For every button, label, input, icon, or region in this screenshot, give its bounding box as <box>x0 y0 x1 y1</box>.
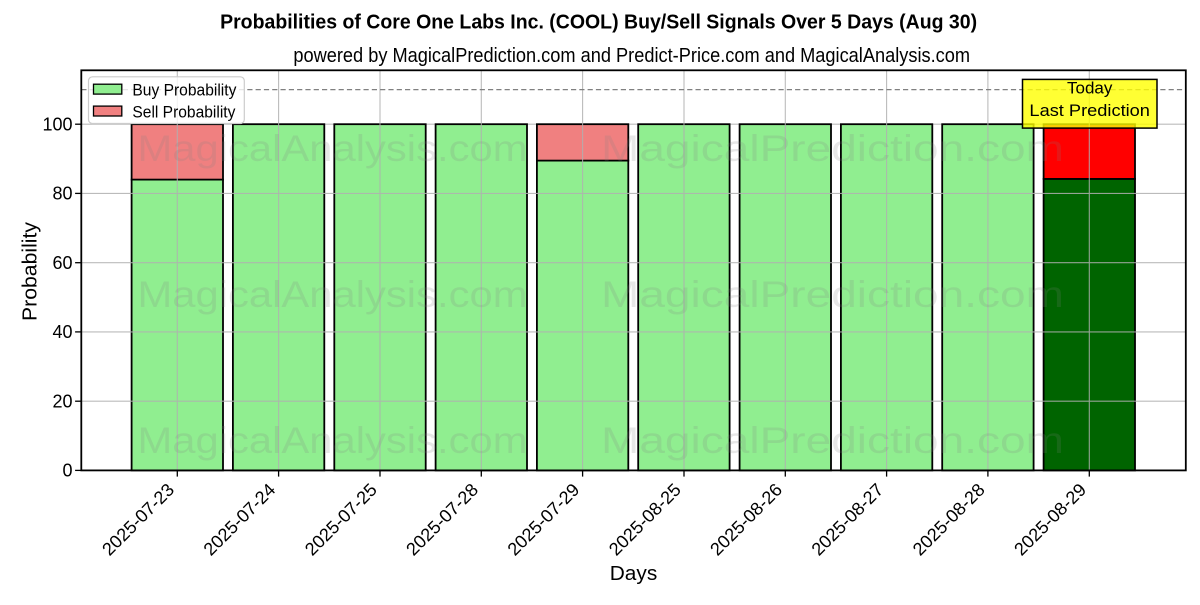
svg-text:Sell Probability: Sell Probability <box>132 103 236 121</box>
svg-text:MagicalAnalysis.com: MagicalAnalysis.com <box>138 128 528 169</box>
svg-text:Last Prediction: Last Prediction <box>1029 101 1150 120</box>
svg-text:MagicalAnalysis.com: MagicalAnalysis.com <box>138 420 528 461</box>
svg-text:80: 80 <box>52 184 72 204</box>
svg-text:MagicalAnalysis.com: MagicalAnalysis.com <box>138 274 528 315</box>
svg-text:Days: Days <box>610 563 658 585</box>
svg-text:20: 20 <box>52 392 72 412</box>
svg-text:Today: Today <box>1067 78 1113 97</box>
svg-text:0: 0 <box>62 461 72 481</box>
svg-text:MagicalPrediction.com: MagicalPrediction.com <box>601 420 1064 461</box>
svg-text:Buy Probability: Buy Probability <box>132 82 237 100</box>
svg-text:powered by MagicalPrediction.c: powered by MagicalPrediction.com and Pre… <box>293 45 970 67</box>
svg-text:40: 40 <box>52 322 72 342</box>
svg-text:Probability: Probability <box>19 221 42 321</box>
svg-text:MagicalPrediction.com: MagicalPrediction.com <box>601 274 1064 315</box>
svg-text:Probabilities of Core One Labs: Probabilities of Core One Labs Inc. (COO… <box>220 12 977 34</box>
svg-text:MagicalPrediction.com: MagicalPrediction.com <box>601 128 1064 169</box>
svg-text:60: 60 <box>52 253 72 273</box>
svg-text:100: 100 <box>42 115 72 135</box>
